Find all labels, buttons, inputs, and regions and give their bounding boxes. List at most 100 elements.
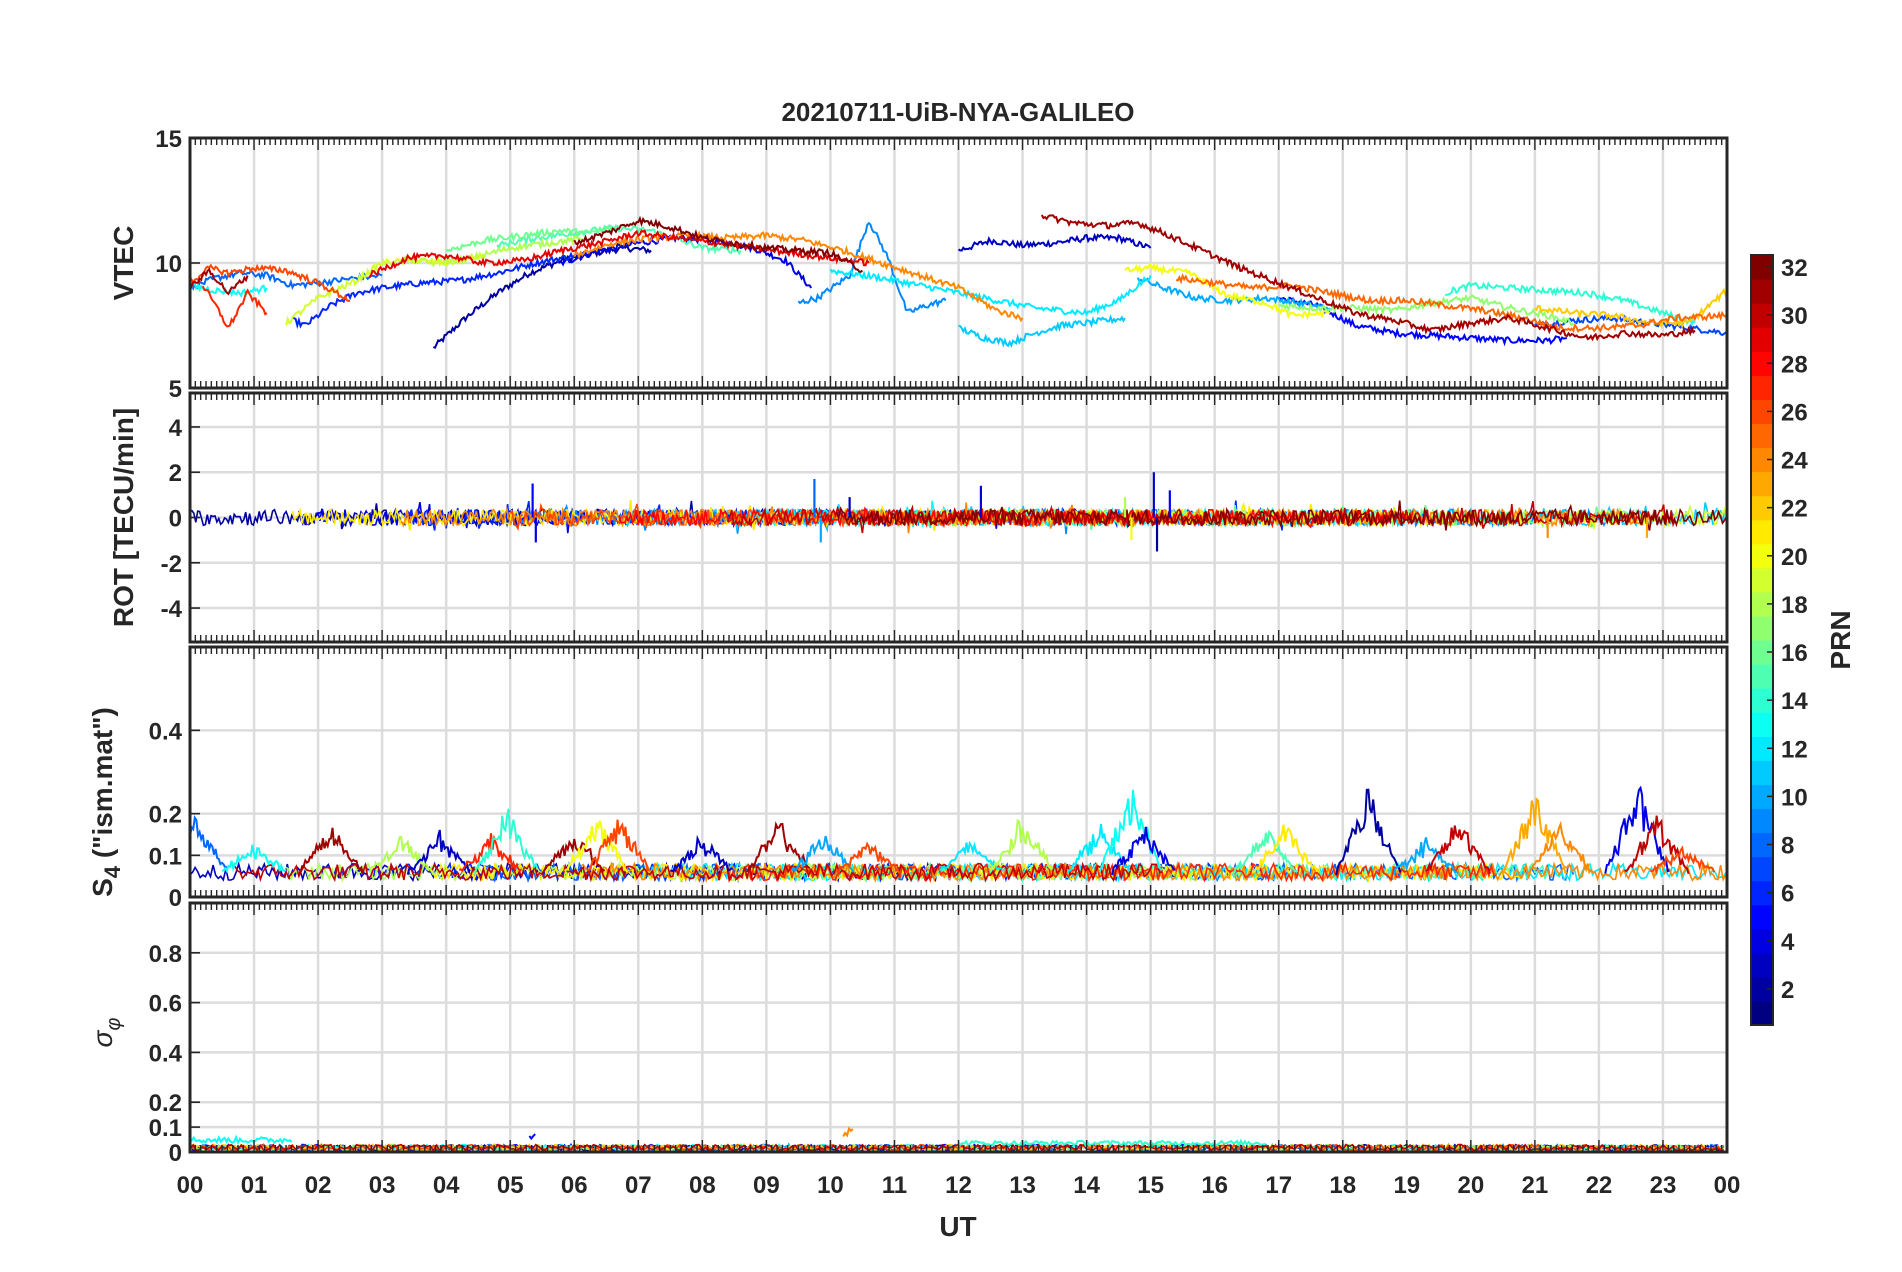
x-tick-label: 09 [753,1172,780,1199]
s4-event-prn-12 [1066,823,1131,875]
s4-event-prn-26 [835,841,901,878]
colorbar-tick-label: 2 [1781,977,1794,1004]
s4-event-prn-13 [221,844,287,874]
x-tick-label: 19 [1393,1172,1420,1199]
y-tick-label: 0.8 [149,941,182,968]
colorbar-swatch [1751,1000,1773,1026]
y-tick-label: 0.2 [149,802,182,829]
colorbar-swatch [1751,399,1773,425]
chart-title: 20210711-UiB-NYA-GALILEO [781,97,1134,127]
x-tick-label: 00 [1714,1172,1741,1199]
vtec-series-prn-12 [829,268,1152,317]
x-tick-label: 07 [625,1172,652,1199]
x-tick-label: 20 [1457,1172,1484,1199]
colorbar-swatch [1751,303,1773,328]
colorbar-tick-label: 32 [1781,255,1808,282]
y-tick-label: 0.6 [149,991,182,1018]
colorbar-swatch [1751,952,1773,978]
x-tick-label: 06 [561,1172,588,1199]
x-axis-label: UT [939,1211,976,1242]
x-tick-label: 04 [433,1172,460,1199]
vtec-series-prn-26 [190,263,351,303]
s4-event-prn-23 [1501,796,1568,876]
x-tick-label: 10 [817,1172,844,1199]
x-tick-label: 05 [497,1172,524,1199]
colorbar-swatch [1751,760,1773,785]
vtec-series-prn-19 [285,251,486,326]
axes-frame [188,901,1729,1154]
colorbar-tick-label: 18 [1781,592,1808,619]
s4-event-prn-26 [586,819,650,872]
sigma-bump-prn-5 [528,1133,536,1141]
x-tick-label: 22 [1586,1172,1613,1199]
colorbar-tick-label: 20 [1781,544,1808,571]
x-tick-label: 23 [1650,1172,1677,1199]
y-axis-label: ROT [TECU/min] [108,408,139,627]
axes-frame [188,136,1729,390]
s4-event-prn-10 [1393,837,1459,876]
colorbar-swatch [1751,832,1773,858]
s4-event-prn-24 [1527,820,1593,875]
y-axis-label: σφ [87,1018,125,1048]
colorbar-swatch [1751,976,1773,1002]
vtec-series-prn-20 [1124,263,1331,321]
rot-series-prn-28 [618,504,1414,529]
s4-event-prn-2 [1335,788,1402,876]
x-axis: 00 01 02 03 04 05 06 07 08 09 10 11 12 13 14 15 16 17 18 19… [177,1172,1741,1199]
sigma-bump-prn-13 [190,1134,293,1146]
colorbar-swatch [1751,688,1773,713]
colorbar-tick-label: 26 [1781,399,1808,426]
y-tick-label: -2 [161,551,182,578]
vtec-series-prn-14 [1445,281,1696,328]
colorbar-tick-label: 22 [1781,496,1808,523]
x-tick-label: 08 [689,1172,716,1199]
colorbar-swatch [1751,712,1773,737]
colorbar-swatch [1751,736,1773,761]
panel-rot: -4 -2 0 2 4 ROT [TECU/min] [108,391,1729,644]
vtec-series-prn-29 [368,229,870,279]
y-tick-label: 0.1 [149,1115,182,1142]
x-tick-label: 15 [1137,1172,1164,1199]
colorbar-tick-label: 10 [1781,784,1808,811]
colorbar-tick-label: 14 [1781,688,1808,715]
s4-event-prn-31 [746,821,811,873]
colorbar-swatch [1751,567,1773,593]
sigma-bump-prn-24 [842,1126,854,1138]
x-tick-label: 17 [1265,1172,1292,1199]
s4-event-prn-18 [989,818,1054,872]
colorbar-swatch [1751,664,1773,689]
colorbar-tick-label: 28 [1781,351,1808,378]
s4-event-prn-31 [541,838,605,875]
x-tick-label: 11 [882,1172,907,1199]
y-tick-label: 4 [169,415,183,442]
vtec-series-prn-16 [445,225,613,253]
s4-event-prn-20 [564,820,628,873]
colorbar-swatch [1751,327,1773,352]
x-tick-label: 00 [177,1172,204,1199]
colorbar-swatch [1751,904,1773,930]
colorbar-swatch [1751,255,1773,280]
s4-event-prn-31 [298,827,364,875]
colorbar-swatch [1751,351,1773,376]
y-tick-label: -4 [161,596,183,623]
s4-event-prn-27 [458,833,522,873]
vtec-series-prn-6 [292,251,576,330]
y-axis-label: VTEC [108,226,139,301]
colorbar-swatch [1751,856,1773,882]
y-tick-label: 0 [169,885,182,912]
colorbar-tick-label: 30 [1781,303,1808,330]
colorbar-tick-label: 24 [1781,448,1808,475]
vtec-series-prn-9 [797,221,947,313]
colorbar-swatch [1751,784,1773,810]
y-tick-label: 0.1 [149,843,182,870]
vtec-series-prn-32 [573,215,864,273]
vtec-series-prn-4 [560,233,813,289]
rot-series-prn-32 [836,500,1727,531]
colorbar-swatch [1751,471,1773,497]
vtec-series-prn-2 [432,243,652,350]
colorbar-tick-label: 4 [1781,929,1795,956]
s4-event-prn-3 [670,834,733,873]
